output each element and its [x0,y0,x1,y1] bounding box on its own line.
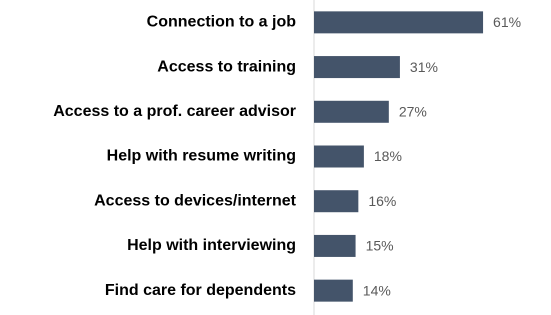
category-label: Access to a prof. career advisor [53,103,296,120]
bar [314,279,353,302]
bar [314,11,484,34]
bar [314,190,359,213]
value-label: 18% [374,148,402,164]
value-label: 31% [410,59,438,75]
value-label: 61% [493,14,521,30]
bar [314,145,364,168]
bar [314,100,389,123]
value-label: 15% [366,238,394,254]
bar [314,56,400,79]
category-label: Access to training [157,58,296,75]
category-label: Find care for dependents [105,282,296,299]
bar [314,234,356,257]
value-label: 16% [368,193,396,209]
category-label: Connection to a job [147,14,297,31]
category-label: Help with resume writing [107,148,296,165]
category-label: Access to devices/internet [94,192,297,209]
value-label: 27% [399,103,427,119]
value-label: 14% [363,282,391,298]
category-label: Help with interviewing [127,237,296,254]
